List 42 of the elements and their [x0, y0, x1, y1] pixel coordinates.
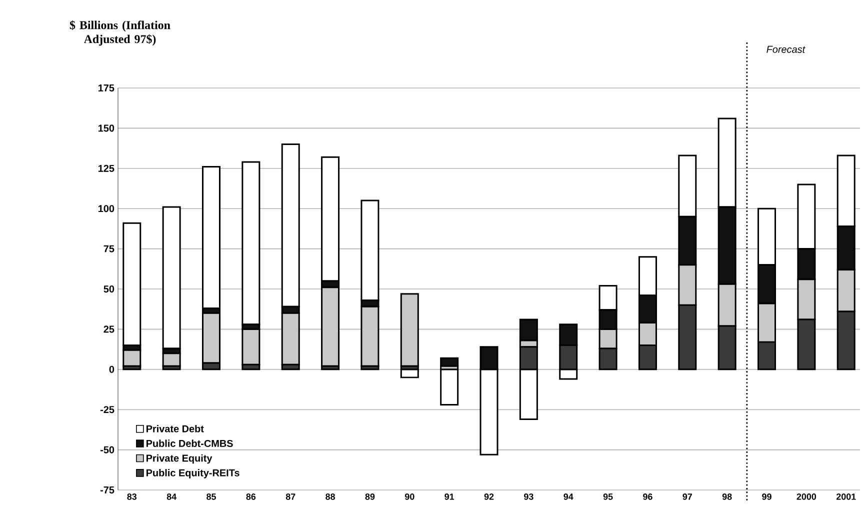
x-tick-label: 92: [484, 494, 494, 500]
y-tick-label: 50: [104, 285, 114, 293]
x-tick-label: 98: [722, 494, 732, 500]
legend-label: Public Debt-CMBS: [146, 440, 233, 447]
y-tick-label: 175: [98, 84, 114, 92]
x-tick-label: 84: [166, 494, 177, 500]
x-tick-label: 2000: [796, 494, 816, 500]
x-tick-label: 91: [444, 494, 454, 500]
x-tick-label: 85: [206, 494, 216, 500]
bar: [162, 206, 181, 350]
x-tick-label: 94: [564, 494, 574, 500]
y-tick-label: -75: [100, 486, 114, 494]
y-tick-label: -25: [100, 406, 114, 414]
legend-label: Private Equity: [146, 454, 212, 464]
legend-label: Private Debt: [146, 424, 204, 432]
text: Forecast: [766, 46, 806, 53]
x-tick-label: 2001: [836, 494, 856, 500]
y-tick-label: -50: [100, 446, 114, 454]
y-tick-label: 0: [109, 366, 114, 373]
bar: [400, 293, 419, 367]
x-tick-label: 93: [524, 494, 534, 500]
x-tick-label: 99: [762, 494, 772, 500]
y-tick-label: 75: [104, 245, 114, 252]
x-tick-label: 97: [682, 494, 692, 500]
x-tick-label: 95: [603, 494, 613, 500]
x-tick-label: 96: [643, 494, 652, 500]
x-tick-label: 89: [365, 494, 375, 500]
y-tick-label: 25: [104, 326, 114, 333]
x-tick-label: 87: [286, 494, 296, 500]
bar: [242, 161, 260, 326]
legend-label: Public Equity-REITs: [146, 469, 240, 478]
bar: [440, 368, 459, 406]
y-tick-label: 150: [98, 124, 114, 132]
bar: [202, 166, 220, 310]
y-tick-label: 125: [98, 164, 114, 172]
y-tick-label: 100: [98, 205, 114, 212]
x-tick-label: 88: [326, 494, 336, 500]
bar: [122, 222, 142, 346]
y-axis-title: $ Billions (Inflation Adjusted 97$): [70, 20, 170, 46]
x-tick-label: 90: [404, 494, 414, 500]
x-tick-label: 86: [246, 494, 256, 500]
x-tick-label: 83: [127, 494, 137, 500]
